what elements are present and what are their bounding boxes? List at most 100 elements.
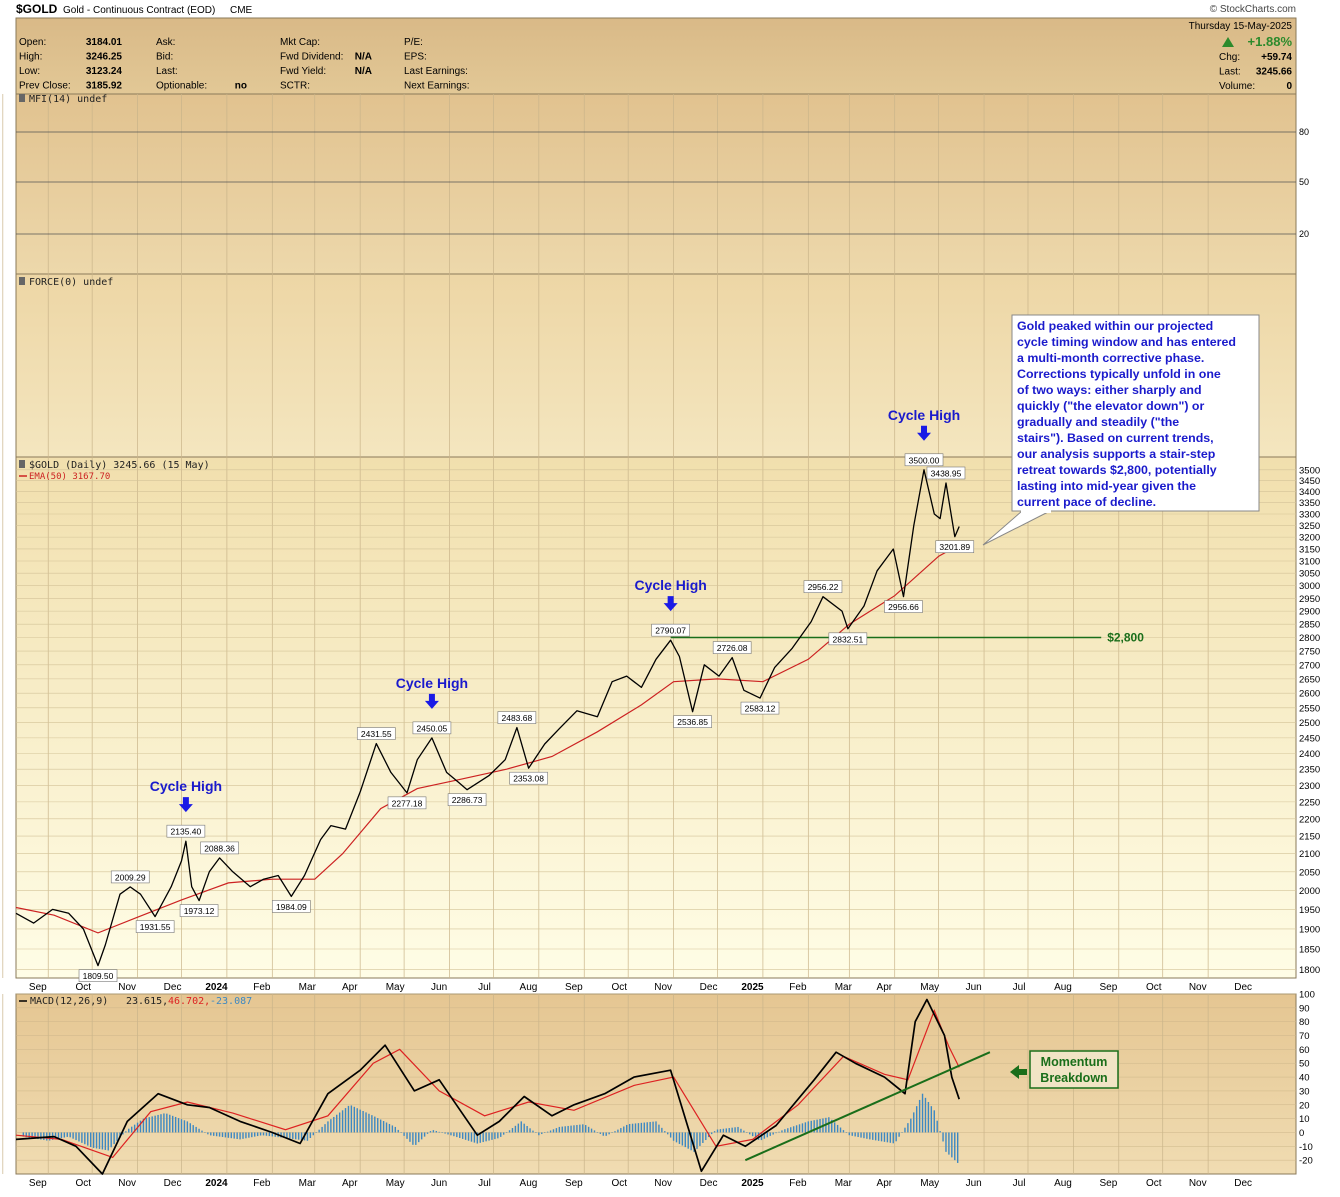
macd-histogram-bar [344, 1108, 347, 1133]
callout-line: quickly ("the elevator down") or [1017, 399, 1204, 413]
price-label-text: 2353.08 [513, 774, 544, 784]
x-tick-label: Jul [1013, 982, 1026, 993]
macd-histogram-bar [227, 1132, 230, 1138]
header-field-label: Mkt Cap: [280, 37, 320, 48]
macd-histogram-bar [866, 1132, 868, 1139]
momentum-box [1029, 1050, 1119, 1089]
macd-histogram-bar [347, 1105, 350, 1133]
macd-histogram-bar [585, 1125, 587, 1133]
price-label-box [135, 920, 175, 933]
macd-histogram-bar [494, 1132, 496, 1140]
macd-histogram-bar [564, 1126, 566, 1133]
macd-histogram-bar [95, 1132, 98, 1149]
mfi-tick-label: 80 [1299, 127, 1309, 137]
macd-histogram-bar [626, 1124, 628, 1133]
macd-histogram-bar [133, 1124, 136, 1133]
price-label-text: 2286.73 [452, 795, 483, 805]
macd-histogram-bar [590, 1128, 593, 1133]
x-tick-label-macd: Sep [565, 1178, 583, 1189]
y-tick-label: 3050 [1299, 569, 1320, 580]
macd-histogram-bar [880, 1132, 883, 1142]
price-label-box [509, 771, 548, 785]
y-tick-label: 2900 [1299, 607, 1320, 618]
price-label-text: 2832.51 [832, 634, 863, 644]
ema-label: EMA(50) 3167.70 [29, 472, 110, 482]
price-label-text: 2956.22 [808, 582, 839, 592]
price-label-text: 3201.89 [939, 542, 970, 552]
macd-histogram-bar [813, 1120, 815, 1133]
x-tick-label: Sep [29, 982, 47, 993]
macd-histogram-bar [523, 1123, 525, 1133]
header-field-value: no [235, 81, 247, 92]
macd-histogram-bar [447, 1132, 449, 1135]
macd-histogram-bar [233, 1132, 235, 1139]
macd-histogram-bar [687, 1132, 689, 1149]
mfi-tick-label: 50 [1299, 177, 1309, 187]
macd-histogram-bar [907, 1123, 909, 1133]
price-label-text: 1973.12 [184, 906, 215, 916]
macd-histogram-bar [125, 1131, 127, 1133]
header-field-label: Fwd Dividend: [280, 52, 343, 63]
macd-histogram-bar [25, 1132, 27, 1138]
x-tick-label-macd: Oct [75, 1178, 91, 1189]
macd-histogram-bar [391, 1125, 394, 1133]
x-tick-label: Apr [342, 982, 358, 993]
x-tick-label-macd: Nov [1189, 1178, 1207, 1189]
macd-histogram-bar [505, 1132, 508, 1133]
momentum-text: Momentum [1041, 1055, 1108, 1069]
callout-line: a multi-month corrective phase. [1017, 351, 1204, 365]
macd-histogram-bar [658, 1124, 660, 1133]
x-tick-label: Aug [520, 982, 538, 993]
header-field-label: Bid: [156, 52, 173, 63]
macd-histogram-bar [148, 1117, 150, 1133]
price-layer: $2,800 1809.50 2009.29 1931.55 2135.40 1973.1… [15, 407, 1144, 982]
macd-histogram-bar [664, 1131, 666, 1133]
macd-histogram-bar [728, 1128, 730, 1133]
macd-histogram-bar [538, 1132, 540, 1136]
x-tick-label-macd: Oct [611, 1178, 627, 1189]
y-tick-label: 3450 [1299, 476, 1320, 487]
macd-histogram-bar [713, 1131, 716, 1133]
panel-icon [19, 277, 25, 285]
header-right: Thursday 15-May-2025 +1.88% [1189, 21, 1293, 49]
header-field-label: P/E: [404, 37, 423, 48]
macd-histogram-bar [942, 1132, 944, 1142]
macd-histogram-bar [605, 1132, 607, 1136]
macd-histogram-bar [327, 1121, 329, 1133]
price-label-group: $GOLD (Daily) 3245.66 (15 May) EMA(50) 3… [19, 460, 210, 482]
macd-histogram-bar [532, 1130, 534, 1133]
macd-histogram-bar [869, 1132, 871, 1140]
macd-histogram-bar [107, 1132, 109, 1151]
macd-histogram-bar [485, 1132, 487, 1142]
macd-histogram-bar [874, 1132, 877, 1141]
header-field-label: High: [19, 52, 42, 63]
macd-histogram-bar [154, 1115, 156, 1133]
macd-histogram-bar [113, 1132, 115, 1145]
macd-histogram-bar [359, 1109, 361, 1133]
macd-histogram-bar [423, 1132, 426, 1137]
macd-histogram-bar [180, 1119, 183, 1133]
x-tick-label: Jun [966, 982, 982, 993]
macd-histogram-bar [215, 1132, 218, 1137]
macd-tick-label: -10 [1299, 1142, 1313, 1153]
macd-histogram-bar [807, 1121, 810, 1133]
macd-histogram-bar [895, 1132, 897, 1142]
macd-histogram-bar [397, 1129, 399, 1133]
macd-histogram-bar [236, 1132, 238, 1139]
macd-histogram-bar [602, 1132, 604, 1136]
x-tick-label: 2025 [741, 982, 764, 993]
macd-histogram-bar [116, 1132, 118, 1141]
macd-histogram-bar [508, 1130, 511, 1133]
macd-histogram-bar [72, 1132, 74, 1139]
macd-histogram-bar [769, 1132, 771, 1136]
callout-line: lasting into mid-year given the [1017, 479, 1196, 493]
macd-histogram-bar [801, 1123, 804, 1133]
y-tick-label: 3400 [1299, 487, 1320, 498]
macd-histogram-bar [684, 1132, 686, 1148]
macd-histogram-bar [365, 1112, 367, 1133]
header-field-value: 3184.01 [86, 37, 123, 48]
y-tick-label: 3200 [1299, 533, 1320, 544]
down-arrow-icon [178, 797, 193, 813]
x-tick-label: Aug [1054, 982, 1072, 993]
macd-histogram-bar [75, 1132, 77, 1141]
